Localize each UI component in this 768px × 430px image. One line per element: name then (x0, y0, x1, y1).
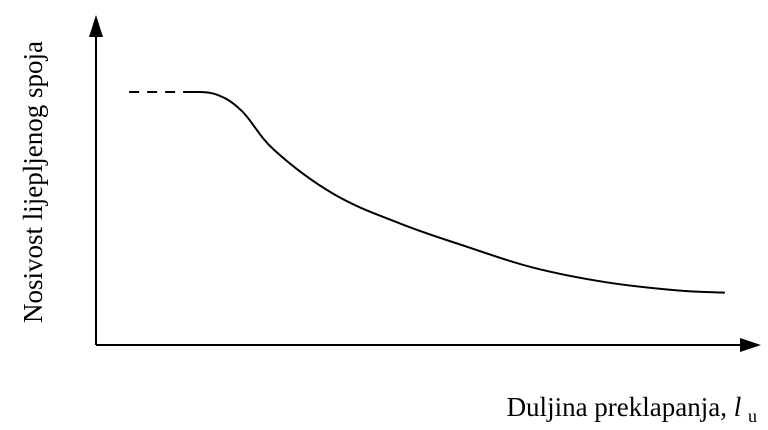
x-axis-label-subscript: u (748, 406, 757, 426)
x-axis-label-symbol: l (734, 392, 742, 422)
y-axis-label: Nosivost lijepljenog spoja (18, 41, 48, 323)
x-axis-label-text: Duljina preklapanja, (507, 392, 734, 422)
y-axis-arrow-icon (89, 15, 103, 37)
x-axis-label: Duljina preklapanja, l u (507, 392, 757, 426)
strength-curve (188, 90, 725, 294)
x-axis-arrow-icon (740, 338, 761, 352)
series-layer (129, 90, 725, 294)
